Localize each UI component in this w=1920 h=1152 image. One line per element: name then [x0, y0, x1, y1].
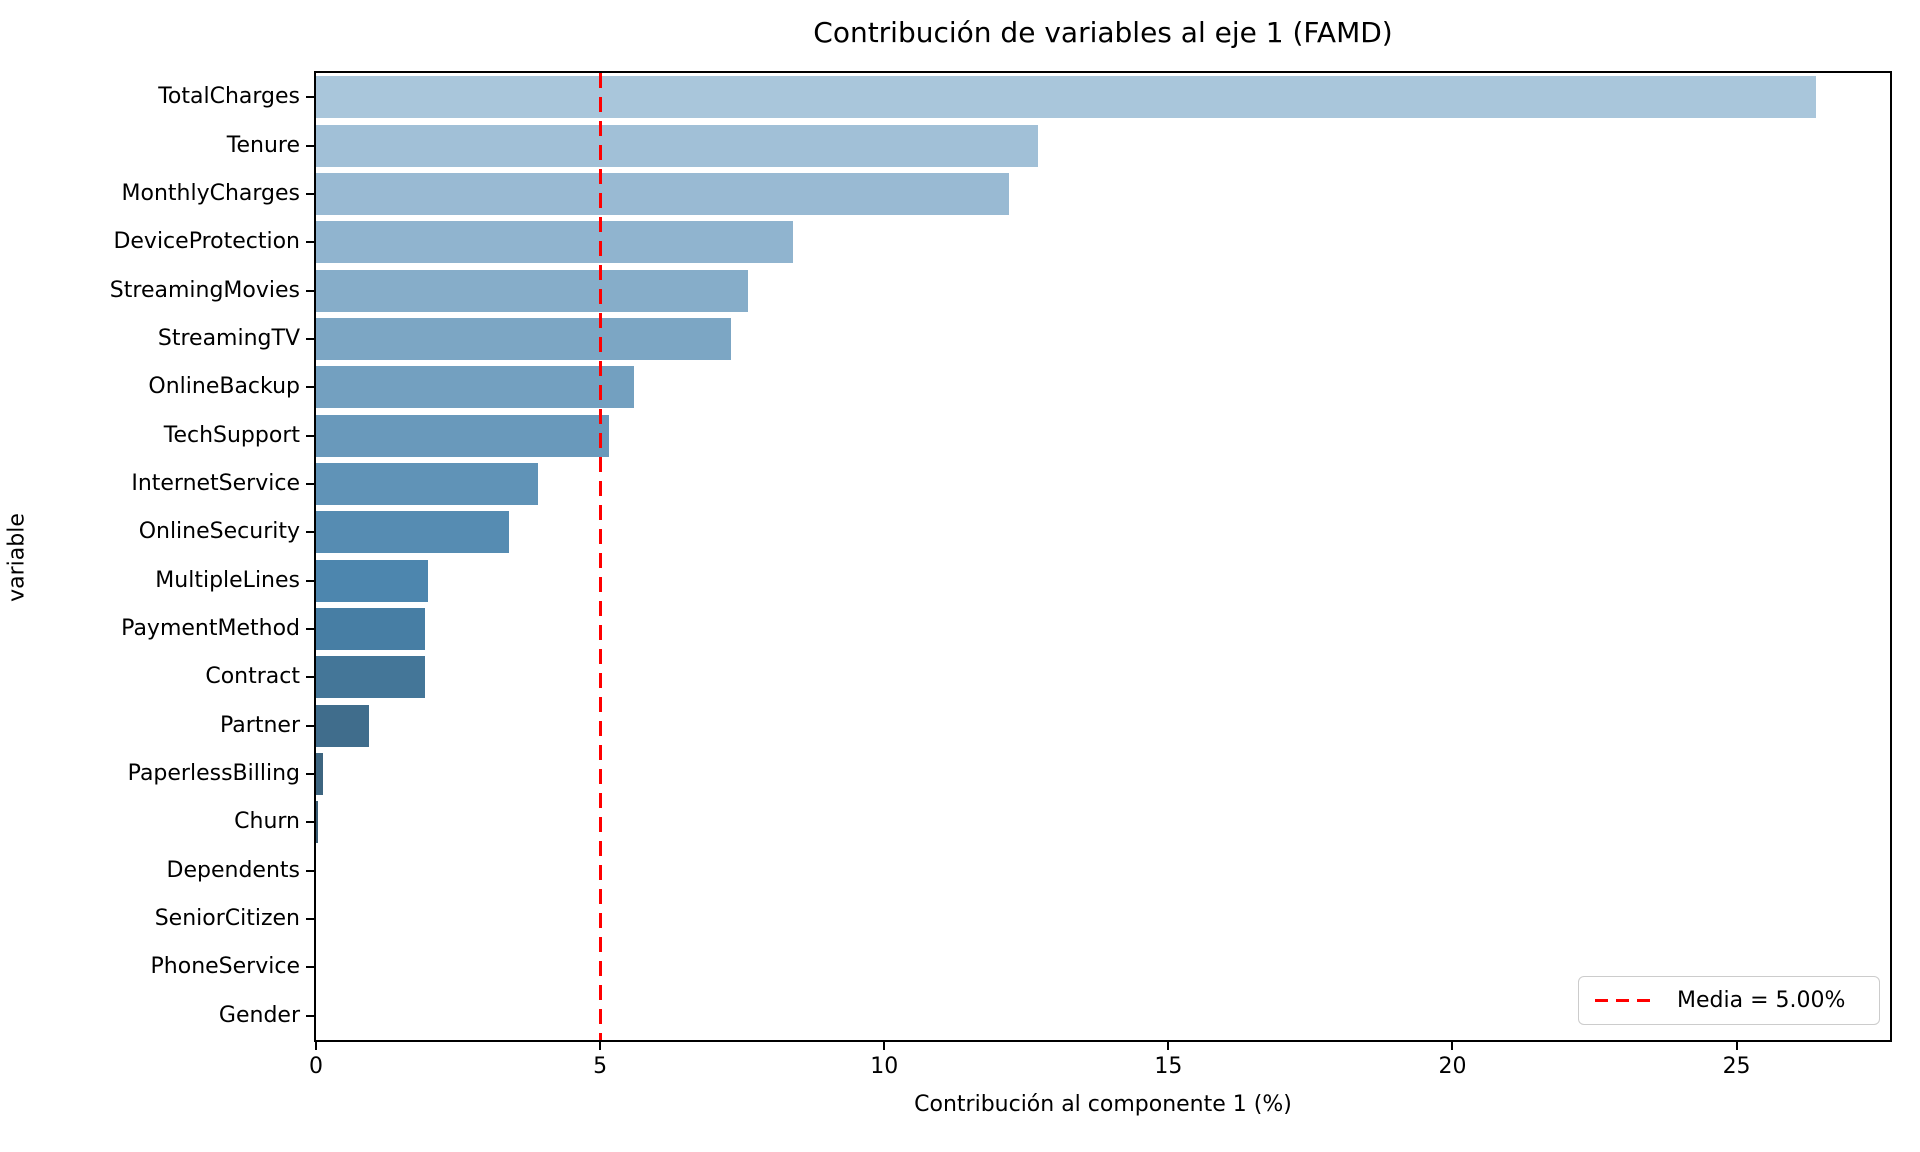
y-tick-mark — [306, 337, 314, 340]
x-tick-mark — [1167, 1042, 1170, 1050]
bar — [316, 366, 635, 409]
bar — [316, 801, 319, 844]
x-tick-label: 20 — [1438, 1054, 1467, 1079]
bar — [316, 221, 794, 264]
y-tick-mark — [306, 773, 314, 776]
legend-label: Media = 5.00% — [1677, 988, 1846, 1013]
bar — [316, 317, 731, 360]
y-tick-mark — [306, 724, 314, 727]
y-tick-label: Dependents — [166, 857, 300, 883]
x-tick-mark — [883, 1042, 886, 1050]
y-tick-label: InternetService — [131, 470, 300, 496]
bar — [316, 414, 609, 457]
bar — [316, 511, 510, 554]
y-tick-mark — [306, 289, 314, 292]
bar — [316, 172, 1010, 215]
y-tick-label: PaperlessBilling — [127, 761, 300, 787]
y-tick-mark — [306, 869, 314, 872]
bar — [316, 753, 323, 796]
y-tick-label: StreamingMovies — [109, 277, 300, 303]
bar — [316, 559, 428, 602]
bar — [316, 704, 369, 747]
y-tick-mark — [306, 821, 314, 824]
y-tick-mark — [306, 192, 314, 195]
y-tick-mark — [306, 482, 314, 485]
x-tick-mark — [315, 1042, 317, 1050]
y-tick-mark — [306, 434, 314, 437]
y-tick-label: TotalCharges — [158, 84, 300, 110]
y-tick-label: Contract — [205, 664, 300, 690]
mean-line-legend-swatch — [1595, 998, 1651, 1003]
x-tick-label: 5 — [593, 1054, 608, 1079]
x-tick-label: 0 — [309, 1054, 323, 1079]
y-tick-label: MultipleLines — [155, 567, 300, 593]
y-tick-label: MonthlyCharges — [121, 180, 301, 206]
y-tick-mark — [306, 918, 314, 921]
x-tick-label: 10 — [870, 1054, 899, 1079]
x-tick-mark — [1451, 1042, 1454, 1050]
y-tick-label: OnlineSecurity — [138, 519, 300, 545]
y-tick-label: StreamingTV — [157, 325, 300, 351]
bar — [316, 269, 748, 312]
y-tick-mark — [306, 1014, 314, 1017]
x-axis-label: Contribución al componente 1 (%) — [914, 1092, 1292, 1117]
bar — [316, 76, 1817, 119]
y-tick-label: Churn — [234, 809, 300, 835]
y-tick-mark — [306, 966, 314, 969]
y-tick-label: DeviceProtection — [113, 229, 300, 255]
mean-reference-line — [598, 73, 602, 1040]
legend: Media = 5.00% — [1578, 976, 1880, 1025]
x-tick-label: 15 — [1154, 1054, 1183, 1079]
y-tick-mark — [306, 676, 314, 679]
y-tick-label: SeniorCitizen — [154, 906, 300, 932]
x-tick-mark — [1735, 1042, 1738, 1050]
x-tick-mark — [599, 1042, 602, 1050]
y-tick-mark — [306, 386, 314, 389]
y-tick-mark — [306, 144, 314, 147]
y-tick-label: Partner — [220, 712, 300, 738]
y-tick-label: TechSupport — [163, 422, 300, 448]
bar — [316, 656, 426, 699]
y-axis-label: variable — [4, 513, 30, 602]
y-tick-mark — [306, 579, 314, 582]
y-tick-mark — [306, 628, 314, 631]
y-tick-mark — [306, 241, 314, 244]
plot-area — [316, 73, 1890, 1040]
chart-title: Contribución de variables al eje 1 (FAMD… — [813, 16, 1393, 49]
x-tick-label: 25 — [1722, 1054, 1751, 1079]
y-tick-label: OnlineBackup — [148, 374, 300, 400]
y-tick-label: Gender — [218, 1002, 300, 1028]
y-tick-label: PhoneService — [150, 954, 300, 980]
y-tick-label: PaymentMethod — [121, 616, 300, 642]
bar — [316, 462, 538, 505]
bar — [316, 124, 1038, 167]
y-tick-mark — [306, 531, 314, 534]
bar — [316, 608, 426, 651]
y-tick-mark — [306, 96, 314, 99]
y-tick-label: Tenure — [226, 132, 300, 158]
